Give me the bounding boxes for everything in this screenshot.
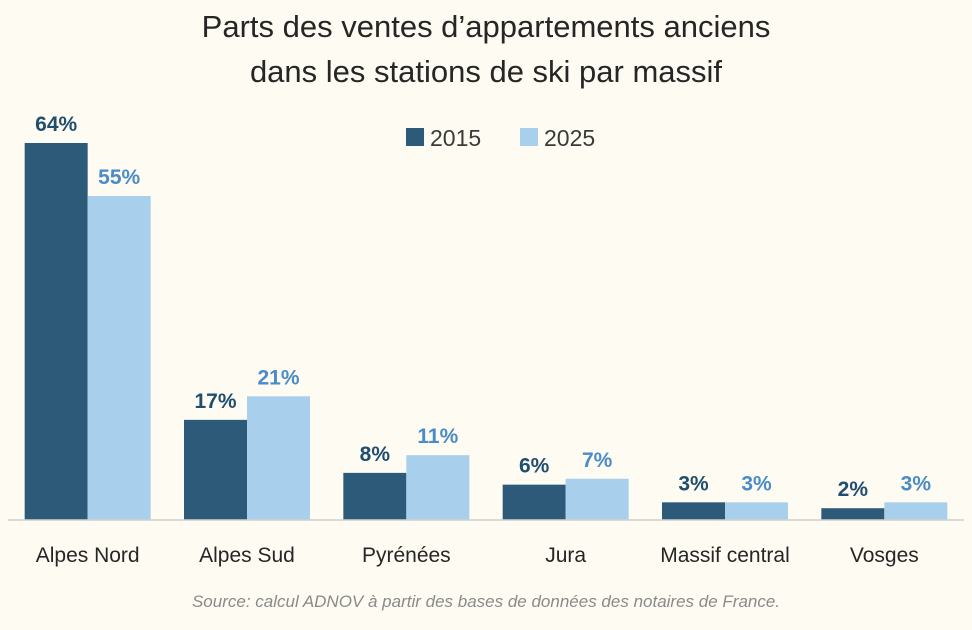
value-label-alpes-nord-2025: 55% <box>98 166 140 189</box>
category-label-vosges: Vosges <box>850 544 919 567</box>
bar-alpes-sud-2025 <box>247 396 310 520</box>
category-labels-group: Alpes Nord Alpes Sud Pyrénées Jura Massif ce… <box>36 544 919 567</box>
category-label-alpes-nord: Alpes Nord <box>36 544 140 567</box>
value-labels-group: 64% 55% 17% 21% 8% 11% 6% 7% 3% 3% 2% 3% <box>35 113 931 501</box>
category-label-pyrenees: Pyrénées <box>362 544 451 567</box>
category-label-massif-central: Massif central <box>660 544 790 567</box>
value-label-jura-2025: 7% <box>582 449 613 472</box>
legend: 2015 2025 <box>406 125 595 151</box>
chart-title: Parts des ventes d’appartements anciens <box>202 9 771 44</box>
bar-massif-central-2025 <box>725 502 788 520</box>
legend-swatch-2015 <box>406 128 424 146</box>
chart-subtitle: dans les stations de ski par massif <box>250 54 722 89</box>
category-label-alpes-sud: Alpes Sud <box>199 544 295 567</box>
bars-group <box>24 143 948 520</box>
value-label-massif-central-2015: 3% <box>678 472 709 495</box>
legend-label-2025: 2025 <box>544 125 595 151</box>
value-label-alpes-sud-2015: 17% <box>194 390 236 413</box>
value-label-pyrenees-2025: 11% <box>417 425 458 448</box>
value-label-vosges-2015: 2% <box>838 478 869 501</box>
bar-massif-central-2015 <box>662 502 725 520</box>
bar-jura-2015 <box>502 484 566 520</box>
bar-alpes-nord-2015 <box>24 143 88 520</box>
bar-alpes-sud-2015 <box>184 419 247 520</box>
value-label-jura-2015: 6% <box>519 455 550 478</box>
source-note: Source: calcul ADNOV à partir des bases … <box>192 592 780 611</box>
value-label-massif-central-2025: 3% <box>741 472 772 495</box>
legend-label-2015: 2015 <box>430 125 481 151</box>
value-label-pyrenees-2015: 8% <box>360 443 391 466</box>
bar-alpes-nord-2025 <box>87 196 151 520</box>
bar-vosges-2015 <box>821 508 885 520</box>
value-label-vosges-2025: 3% <box>901 472 932 495</box>
value-label-alpes-nord-2015: 64% <box>35 113 77 136</box>
bar-pyrenees-2015 <box>343 472 407 520</box>
legend-swatch-2025 <box>520 128 538 146</box>
bar-jura-2025 <box>565 478 629 520</box>
bar-vosges-2025 <box>884 502 948 520</box>
category-label-jura: Jura <box>545 544 586 567</box>
bar-pyrenees-2025 <box>406 455 470 520</box>
value-label-alpes-sud-2025: 21% <box>257 366 299 389</box>
